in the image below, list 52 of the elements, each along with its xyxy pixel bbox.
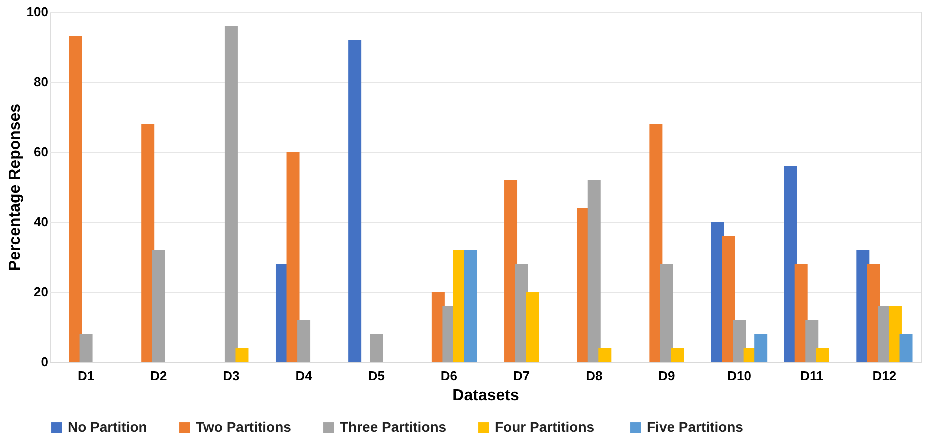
bar	[286, 152, 300, 362]
legend-label: Three Partitions	[340, 419, 447, 435]
y-axis-title: Percentage Reponses	[6, 104, 24, 272]
bar	[816, 348, 830, 362]
y-tick-label: 80	[34, 74, 48, 90]
bar	[504, 180, 518, 362]
bar	[69, 36, 82, 362]
x-tick-label: D12	[872, 368, 897, 384]
bar	[660, 264, 674, 362]
bar	[370, 334, 384, 362]
x-tick-label: D6	[440, 368, 458, 384]
bar	[722, 236, 736, 362]
bar	[236, 348, 249, 362]
bar	[733, 320, 746, 362]
bar	[526, 292, 540, 362]
x-tick-label: D5	[368, 368, 385, 384]
bar	[80, 334, 93, 362]
bar	[588, 180, 601, 362]
bar	[224, 26, 238, 362]
legend-label: Four Partitions	[495, 419, 595, 435]
bar	[888, 306, 902, 362]
bar	[754, 334, 768, 362]
bar	[348, 40, 362, 362]
x-tick-label: D7	[513, 368, 530, 384]
bar	[598, 348, 612, 362]
x-tick-label: D8	[586, 368, 603, 384]
bar	[794, 264, 808, 362]
bar	[152, 250, 166, 362]
bar	[142, 124, 155, 362]
bar	[650, 124, 663, 362]
bar	[806, 320, 819, 362]
x-tick-label: D10	[728, 368, 752, 384]
bar	[464, 250, 478, 362]
bar	[900, 334, 913, 362]
x-tick-label: D11	[800, 368, 824, 384]
x-tick-label: D1	[78, 368, 95, 384]
y-tick-label: 60	[34, 144, 48, 160]
legend-label: No Partition	[68, 419, 148, 435]
y-tick-label: 40	[34, 214, 48, 230]
y-tick-label: 0	[41, 354, 48, 370]
bar	[671, 348, 684, 362]
y-tick-label: 100	[26, 4, 48, 20]
y-tick-label: 20	[34, 284, 48, 300]
bar	[298, 320, 311, 362]
x-tick-label: D9	[658, 368, 676, 384]
bar	[784, 166, 798, 362]
x-axis-title: Datasets	[452, 388, 520, 404]
legend-label: Two Partitions	[196, 419, 292, 435]
x-tick-label: D2	[150, 368, 168, 384]
x-tick-label: D4	[296, 368, 314, 384]
legend-label: Five Partitions	[647, 419, 744, 435]
x-tick-label: D3	[223, 368, 240, 384]
